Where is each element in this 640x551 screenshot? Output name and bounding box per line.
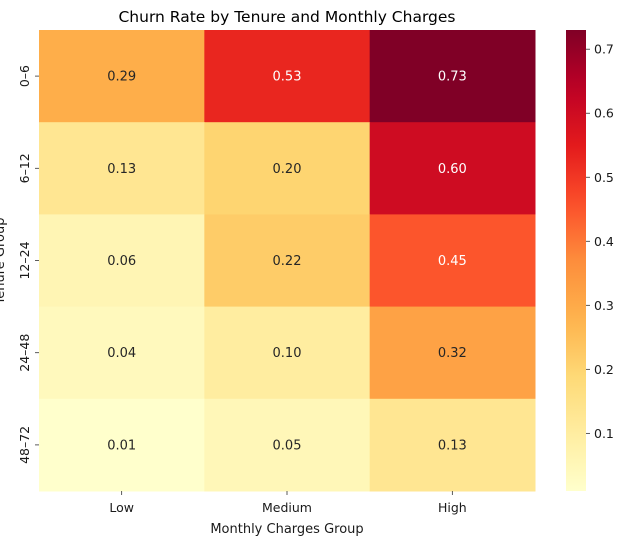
colorbar-tick-label: 0.4: [594, 234, 614, 249]
heatmap-cell: [204, 306, 371, 400]
cell-value-label: 0.13: [107, 162, 136, 177]
cell-value-label: 0.22: [273, 254, 302, 269]
y-tick-label: 0–6: [17, 65, 32, 87]
x-tick-label: Medium: [262, 500, 312, 515]
chart-title: Churn Rate by Tenure and Monthly Charges: [118, 8, 455, 26]
heatmap-cell: [39, 306, 205, 400]
colorbar: 0.1 0.2 0.3 0.4 0.5 0.6 0.7: [566, 30, 614, 491]
cell-value-label: 0.73: [438, 70, 467, 85]
heatmap-cell: [204, 214, 371, 308]
heatmap-cell: [204, 30, 371, 123]
x-tick-label: Low: [109, 500, 134, 515]
colorbar-tick-label: 0.1: [594, 426, 614, 441]
cell-value-label: 0.04: [107, 346, 136, 361]
heatmap-cell: [369, 122, 536, 215]
y-tick-label: 6–12: [17, 153, 32, 183]
heatmap-cell: [369, 214, 536, 308]
x-tick-label: High: [438, 500, 467, 515]
y-tick-label: 48–72: [17, 426, 32, 464]
colorbar-tick-label: 0.3: [594, 298, 614, 313]
y-tick-label: 24–48: [17, 334, 32, 372]
heatmap-cell-labels: 0.29 0.53 0.73 0.13 0.20 0.60 0.06 0.22 0.45 0.04…: [107, 70, 467, 454]
y-tick-label: 12–24: [17, 241, 32, 279]
cell-value-label: 0.01: [107, 438, 136, 453]
cell-value-label: 0.13: [438, 438, 467, 453]
cell-value-label: 0.60: [438, 162, 467, 177]
heatmap-cell: [39, 398, 205, 492]
y-axis-label: Tenure Group: [0, 218, 8, 306]
heatmap-cell: [39, 30, 205, 123]
heatmap-cell: [369, 398, 536, 492]
y-axis: 0–6 6–12 12–24 24–48 48–72: [17, 65, 39, 464]
heatmap-cell: [204, 398, 371, 492]
heatmap-cell: [39, 214, 205, 308]
heatmap-cell: [369, 306, 536, 400]
colorbar-gradient: [566, 30, 586, 491]
x-axis: Low Medium High: [109, 491, 467, 515]
colorbar-tick-label: 0.7: [594, 42, 614, 57]
x-axis-label: Monthly Charges Group: [210, 522, 363, 537]
colorbar-tick-label: 0.5: [594, 170, 614, 185]
cell-value-label: 0.29: [107, 70, 136, 85]
cell-value-label: 0.20: [273, 162, 302, 177]
cell-value-label: 0.10: [273, 346, 302, 361]
heatmap-cell: [39, 122, 205, 215]
cell-value-label: 0.32: [438, 346, 467, 361]
heatmap-cell: [369, 30, 536, 123]
heatmap-cell: [204, 122, 371, 215]
heatmap-cells: [39, 30, 536, 492]
cell-value-label: 0.05: [273, 438, 302, 453]
cell-value-label: 0.06: [107, 254, 136, 269]
cell-value-label: 0.53: [273, 70, 302, 85]
colorbar-tick-label: 0.6: [594, 106, 614, 121]
cell-value-label: 0.45: [438, 254, 467, 269]
colorbar-ticks: 0.1 0.2 0.3 0.4 0.5 0.6 0.7: [586, 42, 614, 441]
colorbar-tick-label: 0.2: [594, 362, 614, 377]
